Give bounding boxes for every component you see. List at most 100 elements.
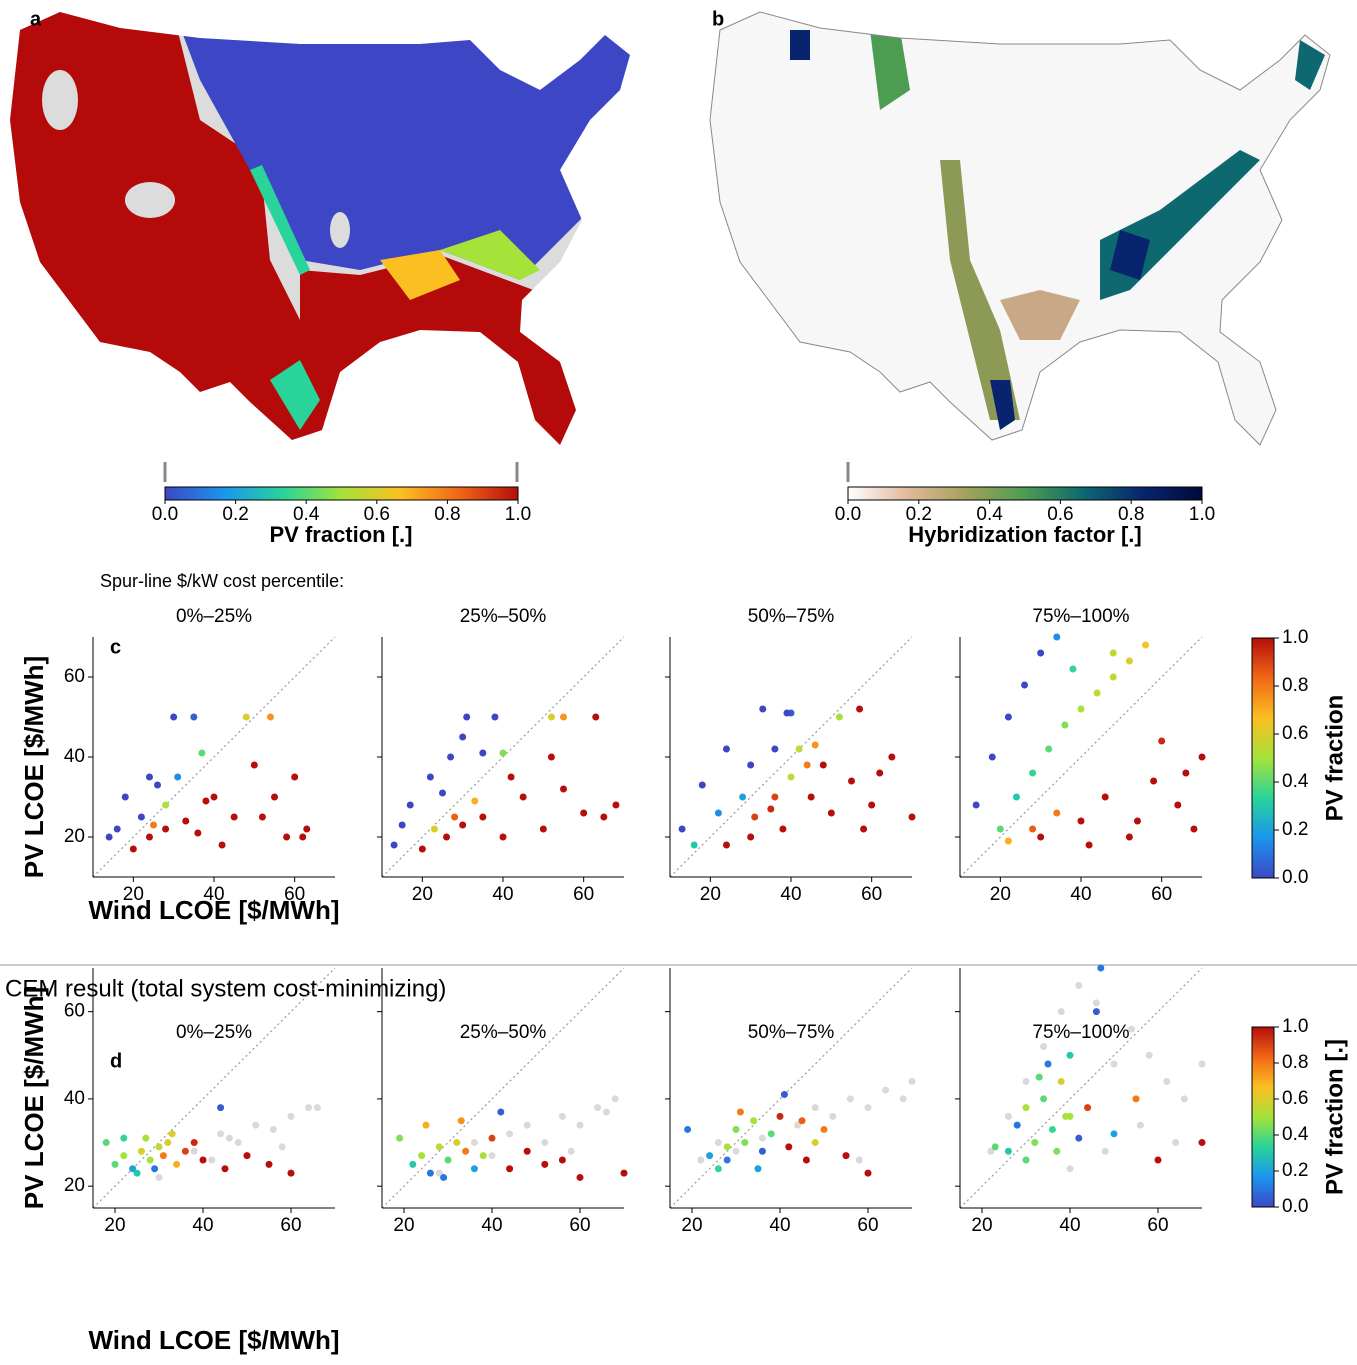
- point: [102, 1139, 110, 1147]
- point: [418, 845, 426, 853]
- point: [105, 833, 113, 841]
- panel-label: b: [712, 8, 724, 30]
- x-tick-label: 60: [1151, 884, 1172, 905]
- point: [1101, 793, 1109, 801]
- point: [868, 801, 876, 809]
- point: [457, 1117, 465, 1125]
- point: [1004, 837, 1012, 845]
- colorbar-tick-label: 1.0: [505, 504, 531, 525]
- point: [499, 833, 507, 841]
- candidate-point: [1110, 1060, 1118, 1068]
- point: [439, 789, 446, 797]
- point: [783, 709, 791, 717]
- point: [190, 713, 198, 721]
- point: [779, 825, 787, 833]
- point: [754, 1165, 762, 1173]
- candidate-point: [1004, 1112, 1012, 1120]
- point: [198, 749, 206, 757]
- candidate-point: [794, 1121, 802, 1129]
- point: [497, 1108, 505, 1116]
- candidate-point: [1066, 1165, 1074, 1173]
- point: [283, 833, 291, 841]
- point: [1053, 633, 1061, 641]
- candidate-point: [714, 1139, 722, 1147]
- facet-title: 50%–75%: [748, 1022, 835, 1043]
- point: [113, 825, 121, 833]
- point: [1061, 721, 1069, 729]
- y-tick-label: 40: [64, 1088, 85, 1109]
- point: [767, 805, 775, 813]
- point: [1092, 1008, 1100, 1016]
- point: [1004, 713, 1012, 721]
- point: [190, 1139, 198, 1147]
- point: [418, 1152, 426, 1160]
- point: [1077, 705, 1085, 713]
- point: [991, 1143, 999, 1151]
- candidate-point: [882, 1086, 890, 1094]
- colorbar-tick-label: 0.6: [1282, 723, 1308, 744]
- point: [471, 797, 479, 805]
- point: [129, 845, 137, 853]
- map-a: [10, 12, 630, 445]
- point: [1022, 1156, 1030, 1164]
- map-region: [940, 160, 1020, 420]
- x-tick-label: 40: [769, 1215, 790, 1236]
- point: [972, 801, 980, 809]
- parity-line: [381, 636, 625, 878]
- point: [453, 1139, 461, 1147]
- candidate-point: [1198, 1060, 1206, 1068]
- point: [739, 793, 747, 801]
- point: [396, 1134, 404, 1142]
- point: [1053, 1147, 1061, 1155]
- colorbar-tick-label: 0.4: [1282, 1124, 1309, 1145]
- point: [168, 1130, 176, 1138]
- point: [287, 1169, 295, 1177]
- x-tick-label: 60: [569, 1215, 590, 1236]
- candidate-point: [234, 1139, 242, 1147]
- colorbar-label: PV fraction: [1321, 695, 1348, 822]
- point: [612, 801, 620, 809]
- parity-line: [92, 967, 336, 1209]
- colorbar-tick-label: 0.4: [293, 504, 320, 525]
- panel-label: c: [110, 636, 121, 658]
- point: [1066, 1051, 1074, 1059]
- candidate-point: [313, 1104, 321, 1112]
- parity-line: [669, 636, 913, 878]
- point: [759, 705, 767, 713]
- point: [291, 773, 299, 781]
- point: [1037, 833, 1045, 841]
- point: [479, 813, 487, 821]
- facet-title: 25%–50%: [460, 606, 547, 627]
- point: [819, 761, 827, 769]
- candidate-point: [208, 1156, 216, 1164]
- x-axis-label: Wind LCOE [$/MWh]: [88, 1325, 339, 1355]
- point: [807, 793, 815, 801]
- candidate-point: [829, 1112, 837, 1120]
- point: [519, 793, 527, 801]
- point: [698, 781, 706, 789]
- candidate-point: [1022, 1077, 1030, 1085]
- candidate-point: [541, 1139, 549, 1147]
- x-tick-label: 60: [284, 884, 305, 905]
- facet-title: 75%–100%: [1032, 606, 1129, 627]
- candidate-point: [1075, 981, 1083, 989]
- point: [523, 1147, 531, 1155]
- point: [111, 1160, 119, 1168]
- map-region: [870, 30, 910, 110]
- y-axis-label: PV LCOE [$/MWh]: [19, 656, 49, 878]
- point: [129, 1165, 137, 1173]
- point: [1150, 777, 1158, 785]
- point: [860, 825, 868, 833]
- point: [242, 713, 250, 721]
- point: [499, 749, 507, 757]
- point: [444, 1156, 452, 1164]
- x-tick-label: 20: [971, 1215, 992, 1236]
- point: [1084, 1104, 1092, 1112]
- point: [732, 1125, 740, 1133]
- candidate-point: [1092, 999, 1100, 1007]
- colorbar-tick-label: 0.4: [1282, 771, 1309, 792]
- colorbar-label: Hybridization factor [.]: [908, 522, 1141, 547]
- point: [827, 809, 835, 817]
- point: [303, 825, 311, 833]
